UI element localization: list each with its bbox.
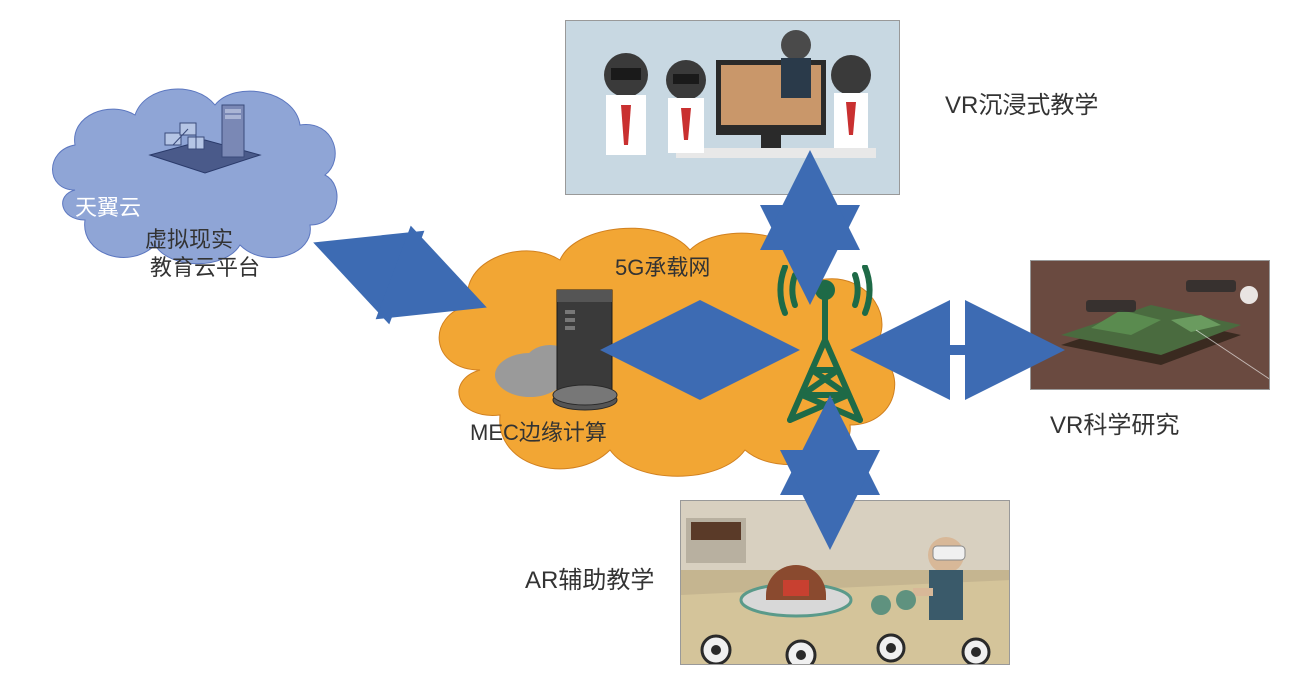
vr-teaching-photo [565,20,900,195]
mec-server-icon [495,275,635,420]
vr-research-label: VR科学研究 [1050,405,1179,440]
ar-teaching-photo [680,500,1010,665]
vr-teaching-label: VR沉浸式教学 [945,85,1098,120]
tianyi-cloud-label: 天翼云 [75,190,141,222]
server-computers-icon [140,95,270,190]
vr-platform-label-2: 教育云平台 [150,250,260,282]
ar-teaching-label: AR辅助教学 [525,560,654,595]
vr-research-photo [1030,260,1270,390]
radio-tower-icon [760,265,890,430]
